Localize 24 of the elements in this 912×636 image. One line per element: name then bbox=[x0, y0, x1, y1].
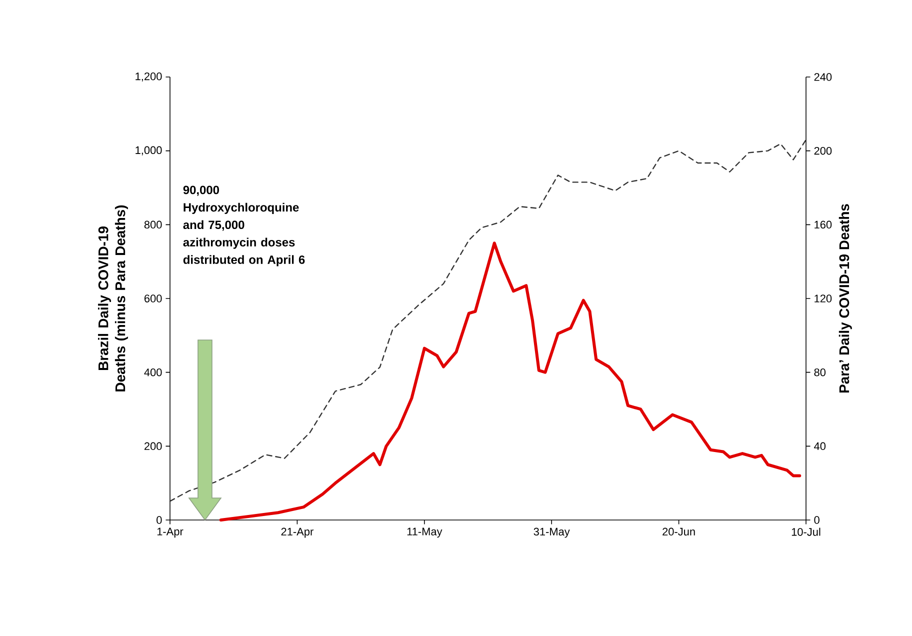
line-series bbox=[169, 139, 807, 502]
y2-tick-label: 80 bbox=[814, 368, 826, 376]
y2-tick-label: 0 bbox=[814, 516, 820, 524]
annotation: 90,000 Hydroxychloroquine and 75,000 azithromycin doses distributed on April 6 bbox=[183, 186, 305, 266]
x-tick-label: 10-Jul bbox=[792, 528, 820, 536]
y-tick-label: 800 bbox=[144, 220, 162, 229]
x-tick-label: 1-Apr bbox=[157, 528, 184, 538]
y2-axis-title: Para’ Daily COVID-19 Deaths bbox=[838, 204, 852, 393]
y2-tick-label: 40 bbox=[814, 442, 826, 450]
y2-tick-label: 200 bbox=[814, 146, 832, 155]
y-tick-label: 200 bbox=[144, 442, 162, 450]
y-tick-label: 600 bbox=[144, 294, 162, 302]
y-tick-label: 1,000 bbox=[136, 146, 162, 156]
y2-tick-label: 160 bbox=[814, 220, 832, 229]
y2-tick-label: 120 bbox=[814, 294, 832, 302]
x-tick-label: 21-Apr bbox=[281, 528, 314, 538]
y-tick-label: 0 bbox=[156, 516, 162, 524]
y-axis-title: Brazil Daily COVID-19 Deaths (minus Para Deaths) bbox=[98, 205, 128, 392]
x-tick-label: 11-May bbox=[407, 528, 442, 538]
x-tick-label: 31-May bbox=[534, 528, 570, 538]
y2-tick-label: 240 bbox=[814, 73, 832, 81]
y-tick-label: 400 bbox=[144, 368, 162, 376]
x-tick-label: 20-Jun bbox=[662, 528, 695, 536]
y-tick-label: 1,200 bbox=[136, 72, 162, 82]
